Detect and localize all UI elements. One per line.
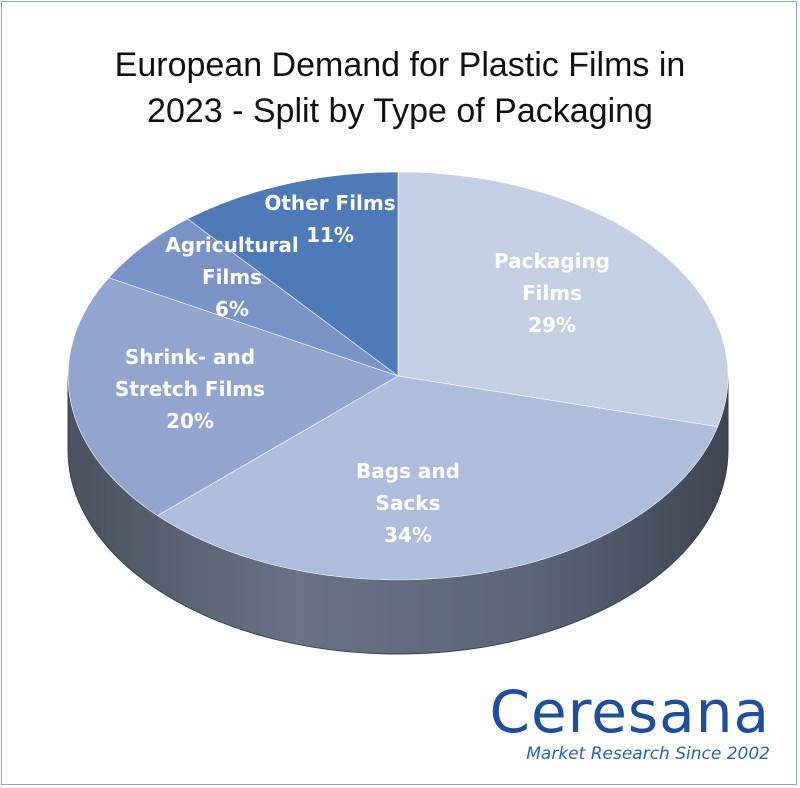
chart-title-line-2: 2023 - Split by Type of Packaging [147,92,653,130]
pie-slice-agricultural-films [108,218,399,377]
slice-label-shrink-and-stretch-films: Shrink- and Stretch Films 20% [115,345,265,433]
slice-label-line-shrink-and-stretch-films: Shrink- and [125,345,255,369]
slice-value-other-films: 11% [306,223,354,247]
slice-label-line-bags-and-sacks: Sacks [376,491,441,515]
slice-value-packaging-films: 29% [528,313,576,337]
slice-label-line-shrink-and-stretch-films: Stretch Films [115,377,265,401]
slice-label-line-bags-and-sacks: Bags and [356,459,460,483]
slice-label-line-agricultural-films: Agricultural [165,233,298,257]
pie-slice-other-films [187,171,399,377]
slice-label-packaging-films: Packaging Films 29% [494,249,610,337]
chart-title-line-1: European Demand for Plastic Films in [114,46,686,84]
slice-label-bags-and-sacks: Bags and Sacks 34% [356,459,460,547]
slice-value-bags-and-sacks: 34% [384,523,432,547]
slice-label-line-packaging-films: Films [522,281,582,305]
chart-title: European Demand for Plastic Films in 202… [0,42,800,134]
brand-tagline: Market Research Since 2002 [526,744,770,764]
pie-slice-bags-and-sacks [156,375,719,581]
pie-slice-packaging-films [397,171,729,428]
brand-name: Ceresana [489,678,770,746]
slice-label-line-agricultural-films: Films [202,265,262,289]
pie-slice-shrink-and-stretch-films [67,277,399,517]
slice-label-line-other-films: Other Films [264,191,395,215]
slice-label-agricultural-films: Agricultural Films 6% [165,233,298,321]
slice-value-agricultural-films: 6% [215,297,249,321]
slice-label-other-films: Other Films 11% [264,191,395,247]
slice-value-shrink-and-stretch-films: 20% [166,409,214,433]
slice-label-line-packaging-films: Packaging [494,249,610,273]
